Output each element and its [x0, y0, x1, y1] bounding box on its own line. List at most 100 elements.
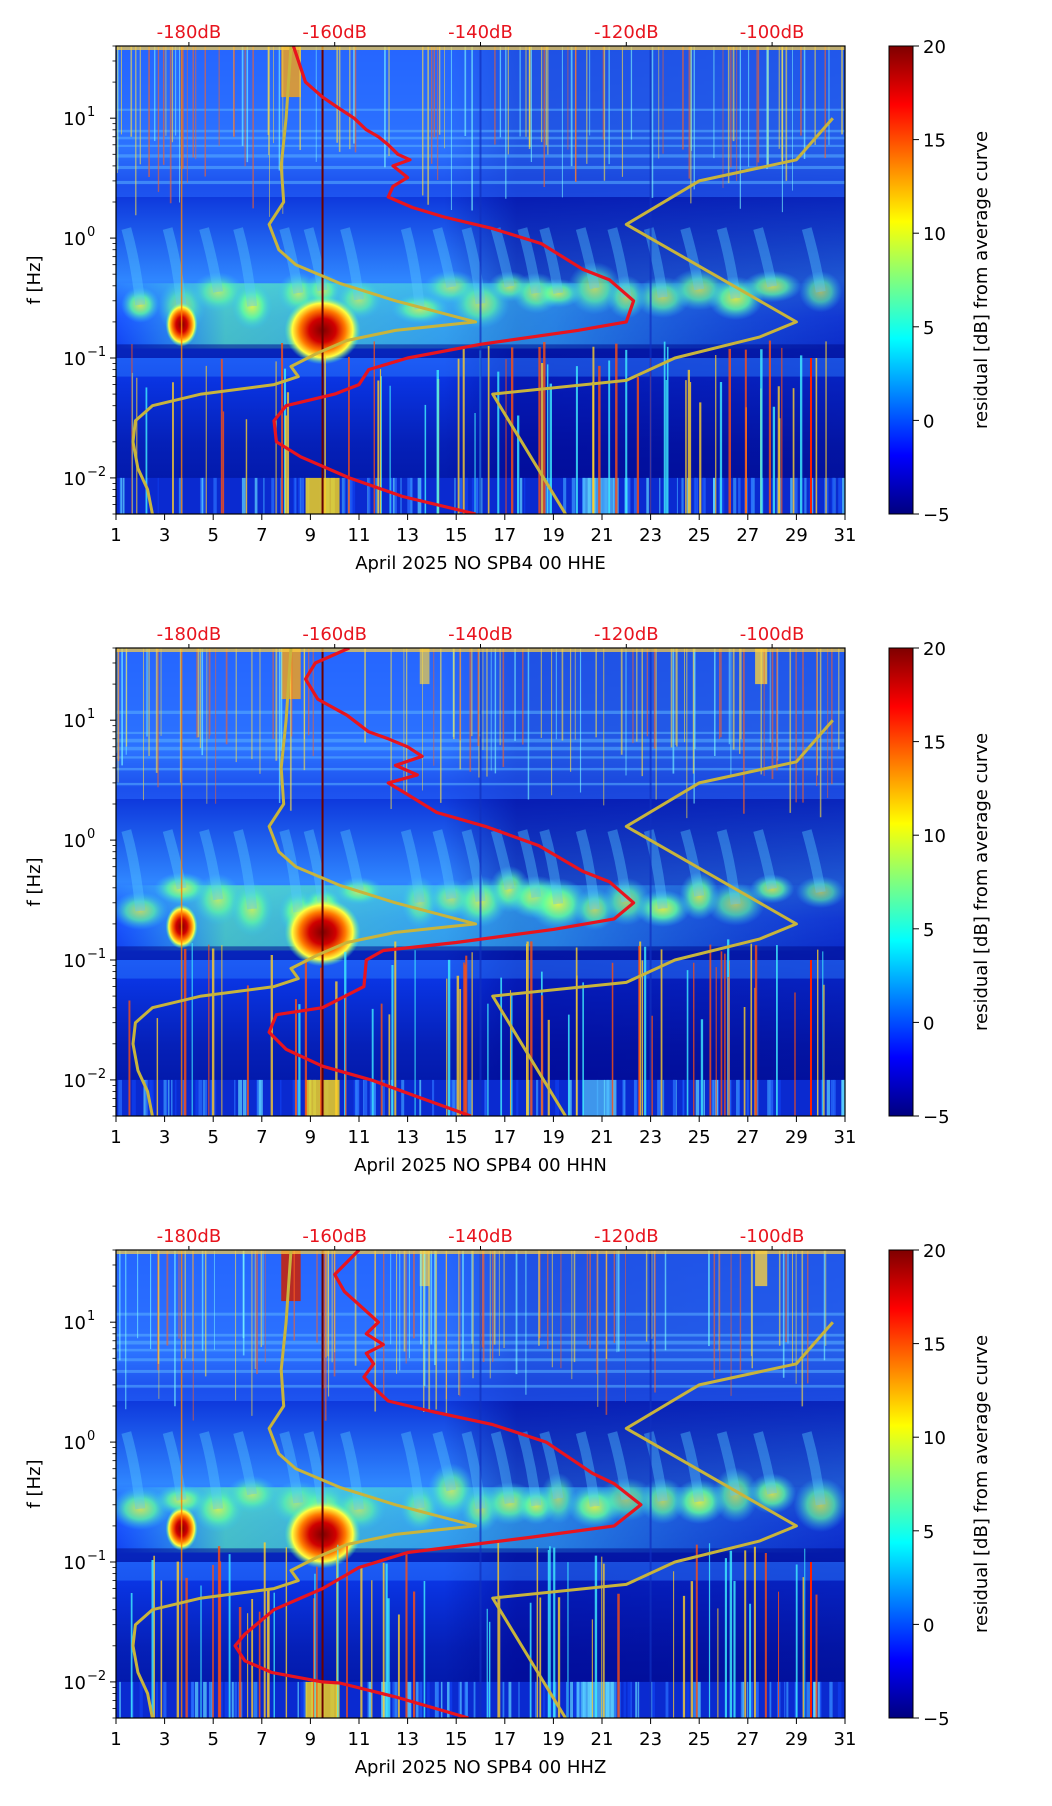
dispersion-streak — [801, 1431, 826, 1506]
low-band-stripe — [693, 1681, 698, 1718]
db-axis-label: -160dB — [302, 624, 367, 645]
y-tick-label: 10 — [63, 349, 86, 370]
dispersion-streak — [490, 227, 515, 288]
low-band-stripe — [756, 1079, 759, 1116]
y-tick-base: 10 — [63, 109, 86, 130]
x-tick-label: 11 — [348, 1729, 371, 1750]
low-band-stripe — [238, 1079, 243, 1116]
dispersion-streak — [753, 227, 778, 288]
high-noise-model-curve — [491, 117, 834, 514]
low-band-stripe — [784, 1681, 786, 1718]
low-band-stripe — [733, 477, 737, 514]
low-band-stripe — [747, 1079, 749, 1116]
low-band-stripe — [254, 477, 258, 514]
colorbar — [888, 1249, 914, 1719]
high-noise-model-curve — [491, 1321, 834, 1718]
low-band-stripe — [393, 1681, 398, 1718]
colorbar-tick-label: 0 — [923, 411, 934, 432]
low-band-stripe — [570, 1681, 574, 1718]
dispersion-streak — [121, 227, 146, 306]
y-axis-title: f [Hz] — [24, 255, 45, 304]
low-band-stripe — [198, 1079, 202, 1116]
db-axis-label: -140dB — [448, 624, 513, 645]
storm-energy-blob — [528, 878, 588, 930]
low-band-stripe — [256, 1079, 258, 1116]
low-band-stripe — [455, 1079, 458, 1116]
dispersion-streak — [162, 1431, 187, 1501]
low-band-stripe — [392, 477, 395, 514]
x-tick-label: 19 — [542, 525, 565, 546]
x-tick-label: 29 — [785, 1127, 808, 1148]
low-band-stripe — [401, 1079, 405, 1116]
colorbar-tick-label: 15 — [923, 131, 946, 152]
low-band-stripe — [355, 1079, 360, 1116]
db-axis-label: -180dB — [157, 22, 222, 43]
dispersion-streak — [753, 1431, 778, 1495]
low-band-stripe — [476, 477, 478, 514]
low-band-stripe — [831, 477, 835, 514]
low-band-stripe — [344, 477, 346, 514]
dispersion-streak — [753, 829, 778, 890]
colorbar-title: residual [dB] from average curve — [971, 1335, 992, 1633]
db-axis-label: -140dB — [448, 1226, 513, 1247]
high-frequency-burst — [419, 648, 430, 685]
low-band-stripe — [369, 1079, 373, 1116]
low-band-stripe — [465, 477, 469, 514]
x-tick-label: 1 — [110, 1127, 121, 1148]
low-band-stripe — [139, 1681, 143, 1718]
low-band-stripe — [446, 1681, 450, 1718]
x-tick-label: 27 — [736, 1127, 759, 1148]
low-band-stripe — [471, 477, 475, 514]
storm-energy-blob — [742, 270, 802, 303]
dispersion-streak — [432, 1431, 457, 1492]
low-band-stripe — [817, 1681, 821, 1718]
dispersion-streak — [432, 829, 457, 900]
low-band-stripe — [410, 477, 413, 514]
colorbar-tick-label: −5 — [923, 1107, 950, 1128]
low-band-stripe — [838, 477, 843, 514]
y-tick-exponent: −1 — [87, 1549, 106, 1564]
y-tick-label: 10 — [63, 711, 86, 732]
low-band-stripe — [383, 1079, 385, 1116]
colorbar-tick-label: 20 — [923, 37, 946, 58]
dispersion-streak — [539, 227, 564, 294]
low-band-stripe — [662, 1079, 665, 1116]
x-tick-label: 1 — [110, 525, 121, 546]
y-tick-exponent: 1 — [87, 105, 95, 120]
dispersion-streak — [279, 1431, 304, 1504]
low-band-stripe — [573, 1681, 578, 1718]
low-band-stripe — [368, 1681, 372, 1718]
x-tick-label: 5 — [207, 1127, 218, 1148]
low-band-stripe — [145, 1079, 149, 1116]
dispersion-streak — [517, 1431, 542, 1507]
storm-energy-blob — [793, 1477, 845, 1533]
x-tick-label: 9 — [305, 1127, 316, 1148]
low-band-stripe — [119, 477, 121, 514]
db-axis-label: -160dB — [302, 1226, 367, 1247]
x-axis-title: April 2025 NO SPB4 00 HHZ — [355, 1757, 607, 1778]
x-tick-label: 9 — [305, 1729, 316, 1750]
dispersion-streak — [400, 227, 425, 310]
x-tick-label: 23 — [639, 1729, 662, 1750]
dispersion-streak — [490, 829, 515, 891]
storm-energy-blob — [226, 1475, 278, 1514]
x-tick-label: 17 — [493, 525, 516, 546]
y-tick-exponent: −2 — [87, 1067, 106, 1082]
db-axis-label: -100dB — [740, 624, 805, 645]
y-tick-label: 10 — [63, 1313, 86, 1334]
low-band-stripe — [672, 1079, 676, 1116]
low-band-stripe — [452, 1079, 456, 1116]
low-band-stripe — [156, 1681, 158, 1718]
low-band-stripe — [205, 1079, 208, 1116]
low-band-stripe — [693, 477, 698, 514]
colorbar-tick-label: 15 — [923, 1335, 946, 1356]
low-band-stripe — [682, 1079, 685, 1116]
low-band-stripe — [245, 1079, 248, 1116]
colorbar-tick-label: 20 — [923, 639, 946, 660]
low-band-stripe — [253, 1681, 258, 1718]
colorbar-tick-label: 10 — [923, 224, 946, 245]
y-tick-label: 10 — [63, 951, 86, 972]
low-band-stripe — [749, 1681, 753, 1718]
